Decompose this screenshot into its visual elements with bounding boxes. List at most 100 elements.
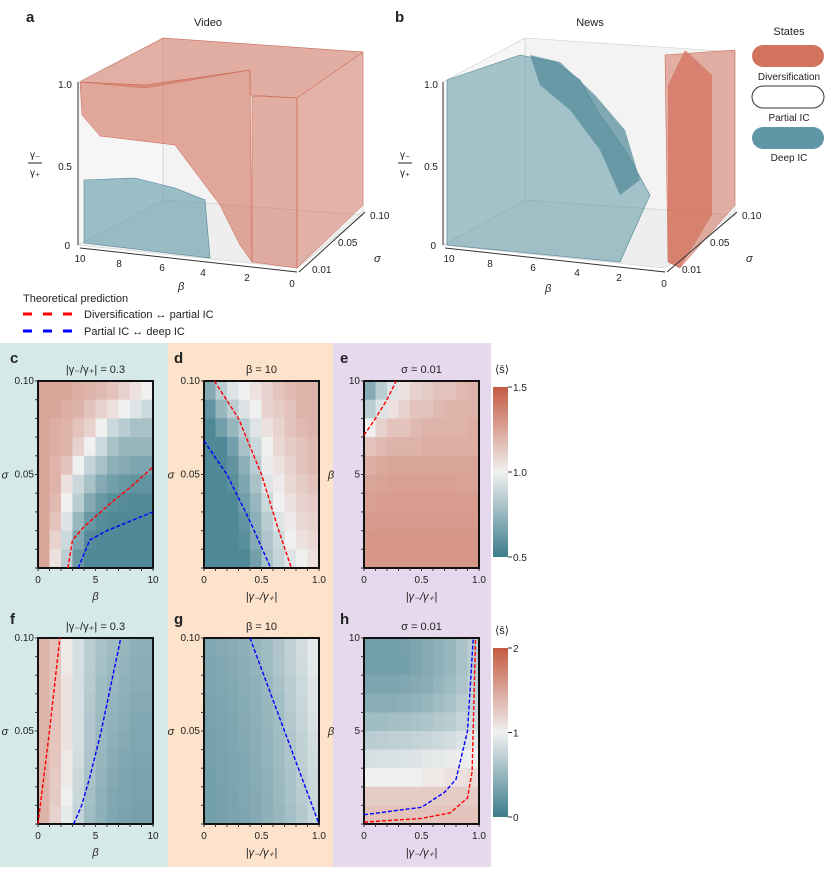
heatmap-cell	[227, 638, 239, 658]
heatmap-cell	[204, 805, 216, 825]
heatmap-cell	[38, 549, 50, 569]
x-tick-label: 0	[361, 831, 367, 842]
heatmap-cell	[204, 549, 216, 569]
heatmap-cell	[141, 786, 154, 806]
blue-prediction-line	[203, 440, 272, 569]
heatmap-cell	[72, 786, 85, 806]
heatmap-cell	[141, 493, 154, 513]
heatmap-cell	[227, 549, 239, 569]
heatmap-cell	[95, 493, 108, 513]
heatmap-cell	[49, 455, 62, 475]
legend-label: Partial IC ↔ deep IC	[84, 326, 185, 338]
heatmap-cell	[61, 768, 73, 788]
heatmap-cell	[467, 418, 480, 438]
x-tick-label: 5	[93, 575, 99, 586]
heatmap-cell	[141, 805, 154, 825]
legend-swatch-deep-ic	[752, 127, 824, 149]
heatmap-cell	[284, 511, 297, 532]
heatmap-cell	[421, 786, 434, 806]
heatmap-cell	[227, 511, 239, 532]
heatmap-cell	[284, 493, 297, 513]
heatmap-cell	[118, 768, 131, 788]
heatmap-cell	[398, 399, 411, 419]
heatmap-cell	[296, 638, 308, 658]
heatmap-cell	[238, 381, 251, 401]
beta-tick: 2	[616, 273, 622, 284]
heatmap-cell	[95, 381, 108, 401]
heatmap-cell	[421, 381, 434, 401]
x-tick-label: 0	[201, 575, 207, 586]
heatmap-cell	[456, 675, 468, 695]
beta-tick: 0	[661, 279, 667, 290]
states-legend: States Diversification Partial IC Deep I…	[751, 26, 825, 164]
heatmap-cell	[107, 418, 119, 438]
heatmap-cell	[204, 530, 216, 550]
heatmap-cell	[375, 693, 388, 713]
colorbar-tick-label: 1.5	[513, 383, 527, 394]
heatmap-cell	[250, 768, 262, 788]
heatmap-cell	[204, 712, 216, 732]
blue-prediction-line	[73, 637, 122, 825]
heatmap-cell	[118, 381, 131, 401]
heatmap-cell	[467, 656, 480, 676]
heatmap-cell	[61, 399, 73, 419]
heatmap-cell	[227, 768, 239, 788]
panel-title-a: Video	[194, 17, 222, 29]
heatmap-cell	[398, 437, 411, 457]
heatmap-cell	[307, 493, 320, 513]
heatmap-cell	[273, 399, 285, 419]
heatmap-cell	[250, 805, 262, 825]
heatmap-cell	[467, 549, 480, 569]
heatmap-cell	[130, 675, 142, 695]
sigma-axis	[666, 211, 738, 273]
heatmap-cell	[84, 511, 96, 532]
heatmap-panel-d: d β = 10 0 0.5 1.0 0.10 0.05 |γ₋/γ₊| σ	[168, 350, 327, 603]
x-tick-label: 10	[147, 575, 159, 586]
heatmap-cell	[398, 712, 411, 732]
heatmap-cell	[238, 693, 251, 713]
heatmap-cell	[444, 549, 457, 569]
x-axis-label: |γ₋/γ₊|	[246, 847, 278, 859]
sigma-tick: 0.10	[742, 211, 762, 222]
heatmap-cell	[72, 399, 85, 419]
heatmap-cell	[364, 530, 376, 550]
heatmap-cell	[49, 805, 62, 825]
x-tick-label: 1.0	[472, 831, 486, 842]
heatmap-cell	[387, 749, 399, 769]
heatmap-cell	[296, 675, 308, 695]
heatmap-cell	[141, 437, 154, 457]
heatmap-cell	[410, 418, 422, 438]
x-tick-label: 0	[361, 575, 367, 586]
y-tick-label: 0.05	[181, 726, 201, 737]
heatmap-cell	[410, 455, 422, 475]
heatmap-cell	[433, 530, 445, 550]
heatmap-cell	[250, 712, 262, 732]
x-tick-label: 1.0	[312, 831, 326, 842]
heatmap-cell	[204, 493, 216, 513]
heatmap-cell	[261, 805, 274, 825]
heatmap-cell	[250, 675, 262, 695]
heatmap-cell	[410, 805, 422, 825]
heatmap-cell	[61, 418, 73, 438]
panel-title: σ = 0.01	[401, 621, 442, 633]
heatmap-cell	[72, 511, 85, 532]
heatmap-cell	[95, 638, 108, 658]
heatmap-cell	[444, 731, 457, 751]
heatmap-cell	[296, 437, 308, 457]
diversification-right	[296, 51, 364, 269]
heatmap-cell	[84, 675, 96, 695]
y-axis-label: σ	[2, 726, 9, 738]
heatmap-cell	[433, 656, 445, 676]
y-tick-label: 5	[354, 470, 360, 481]
heatmap-cell	[95, 418, 108, 438]
heatmap-cell	[95, 693, 108, 713]
blue-prediction-line	[363, 637, 474, 816]
heatmap-cell	[238, 638, 251, 658]
heatmap-cell	[410, 656, 422, 676]
heatmap-cell	[141, 675, 154, 695]
heatmap-cell	[238, 437, 251, 457]
heatmap-cell	[444, 399, 457, 419]
heatmap-cell	[307, 749, 320, 769]
heatmap-cell	[273, 474, 285, 494]
x-axis-label: |γ₋/γ₊|	[406, 591, 438, 603]
